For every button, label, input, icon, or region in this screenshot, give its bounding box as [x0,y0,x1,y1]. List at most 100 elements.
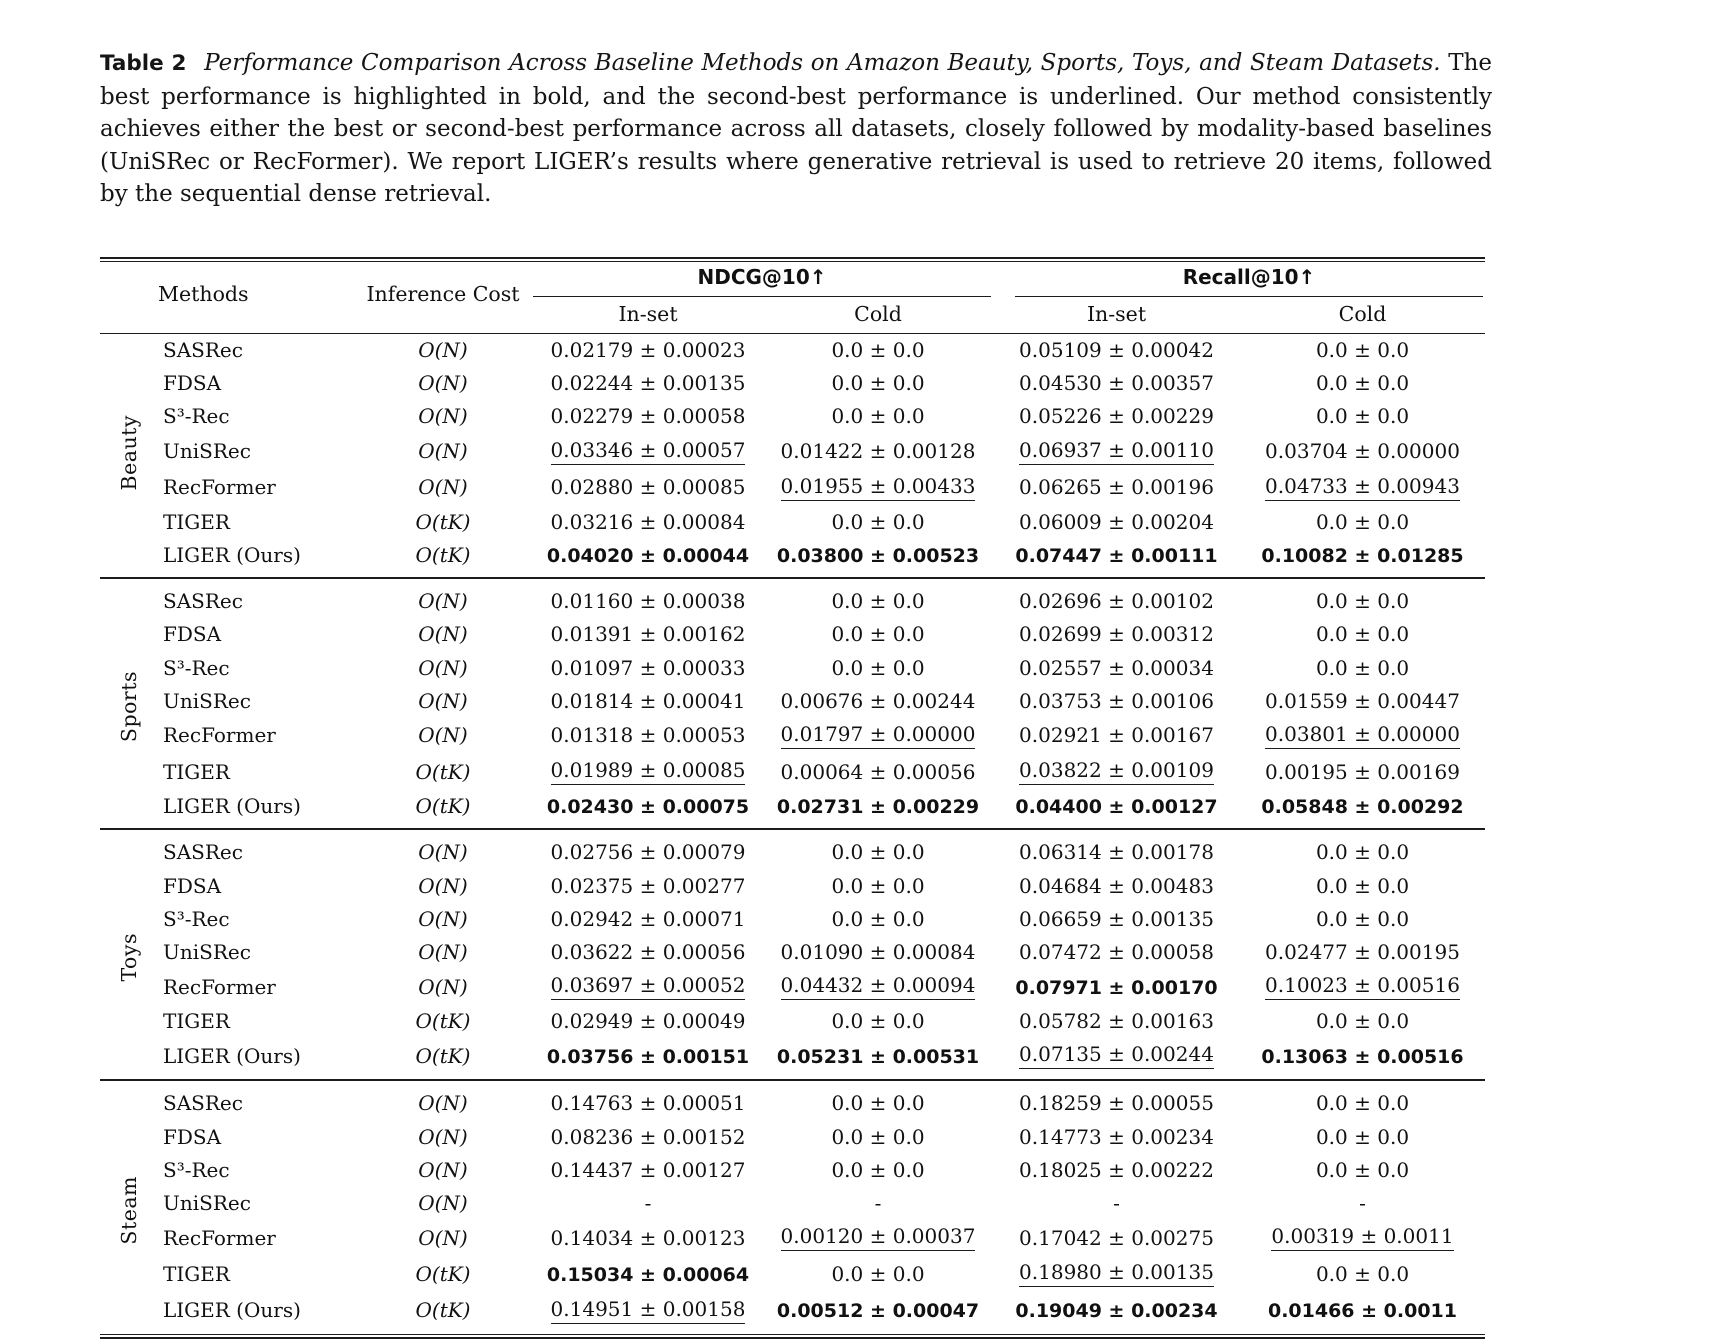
metric-value: 0.14773 ± 0.00234 [1019,1124,1214,1149]
metric-value-cell: 0.02921 ± 0.00167 [993,717,1240,753]
metric-value: 0.03216 ± 0.00084 [550,510,746,535]
metric-value-cell: 0.05231 ± 0.00531 [763,1038,993,1081]
metric-value: 0.0 ± 0.0 [1315,873,1410,898]
ndcg-in-set-column-header: In-set [533,296,763,334]
metric-value-cell: 0.01814 ± 0.00041 [533,684,763,717]
metric-value: 0.03800 ± 0.00523 [776,545,980,568]
metric-value: 0.01989 ± 0.00085 [550,758,746,786]
table-row: RecFormer O(N) 0.14034 ± 0.00123 0.00120 ± … [100,1220,1485,1256]
metric-value: 0.02880 ± 0.00085 [550,475,746,500]
method-cell: LIGER (Ours) [163,1298,301,1323]
metric-value: 0.00512 ± 0.00047 [776,1300,980,1323]
metric-value: 0.02179 ± 0.00023 [550,338,746,363]
metric-value: 0.02731 ± 0.00229 [776,796,980,819]
metric-value-cell: 0.02699 ± 0.00312 [993,618,1240,651]
inference-cost-cell: O(N) [418,873,468,898]
metric-value: 0.0 ± 0.0 [831,840,925,865]
metric-value-cell: 0.0 ± 0.0 [1240,651,1485,684]
table-bottom-rule [100,1336,1485,1339]
metric-value-cell: 0.01160 ± 0.00038 [533,577,763,618]
metric-value-cell: 0.02430 ± 0.00075 [533,790,763,830]
metric-value-cell: 0.04432 ± 0.00094 [763,969,993,1005]
metric-value-cell: 0.07971 ± 0.00170 [993,969,1240,1005]
metric-value-cell: 0.0 ± 0.0 [1240,1079,1485,1121]
metric-value: 0.0 ± 0.0 [1315,1124,1410,1149]
metric-value-cell: 0.02949 ± 0.00049 [533,1005,763,1038]
method-cell: FDSA [163,371,222,396]
table-row: RecFormer O(N) 0.01318 ± 0.00053 0.01797 ± … [100,717,1485,753]
table-row: RecFormer O(N) 0.03697 ± 0.00052 0.04432 ± … [100,969,1485,1005]
metric-value: 0.05231 ± 0.00531 [776,1045,980,1068]
inference-cost-cell: O(tK) [415,543,471,568]
metric-value-cell: 0.04400 ± 0.00127 [993,790,1240,830]
metric-value: 0.04020 ± 0.00044 [546,545,750,568]
metric-value: 0.02477 ± 0.00195 [1265,939,1460,964]
method-cell: SASRec [163,338,243,363]
ndcg-column-group-header: NDCG@10↑ [533,261,993,297]
method-cell: UniSRec [163,688,251,713]
metric-value-cell: 0.14773 ± 0.00234 [993,1120,1240,1153]
method-cell: RecFormer [163,723,276,748]
method-cell: RecFormer [163,475,276,500]
metric-value-cell: 0.00319 ± 0.0011 [1240,1220,1485,1256]
metric-value-cell: 0.02880 ± 0.00085 [533,469,763,505]
metric-value: - [874,1191,882,1216]
metric-value: 0.06265 ± 0.00196 [1019,475,1214,500]
metric-value-cell: 0.0 ± 0.0 [763,400,993,433]
metric-value-cell: 0.13063 ± 0.00516 [1240,1038,1485,1081]
metric-value: 0.04684 ± 0.00483 [1019,873,1214,898]
metric-value-cell: 0.05782 ± 0.00163 [993,1005,1240,1038]
metric-value-cell: 0.03622 ± 0.00056 [533,935,763,968]
metric-value-cell: 0.06659 ± 0.00135 [993,902,1240,935]
inference-cost-cell: O(N) [418,1225,468,1250]
metric-value-cell: 0.14437 ± 0.00127 [533,1153,763,1186]
table-row: Sports SASRec O(N) 0.01160 ± 0.00038 0.0 ± 0… [100,577,1485,830]
method-cell: LIGER (Ours) [163,794,301,819]
metric-value: 0.00064 ± 0.00056 [780,759,976,784]
metric-value-cell: 0.15034 ± 0.00064 [533,1256,763,1292]
metric-value-cell: 0.05226 ± 0.00229 [993,400,1240,433]
metric-value: 0.05109 ± 0.00042 [1019,338,1214,363]
recall-cold-column-header: Cold [1240,296,1485,334]
metric-value: 0.00319 ± 0.0011 [1271,1224,1454,1252]
metric-value: - [1359,1191,1366,1216]
metric-value: 0.13063 ± 0.00516 [1261,1045,1464,1068]
metric-value-cell: 0.01797 ± 0.00000 [763,717,993,753]
table-row: UniSRec O(N) - - - - [100,1186,1485,1219]
metric-value-cell: 0.0 ± 0.0 [1240,1120,1485,1153]
metric-value-cell: 0.02942 ± 0.00071 [533,902,763,935]
metric-value-cell: 0.17042 ± 0.00275 [993,1220,1240,1256]
method-cell: UniSRec [163,439,251,464]
metric-value: 0.0 ± 0.0 [831,873,925,898]
table-row: LIGER (Ours) O(tK) 0.14951 ± 0.00158 0.0051… [100,1292,1485,1334]
metric-value-cell: 0.01391 ± 0.00162 [533,618,763,651]
metric-value: 0.02942 ± 0.00071 [550,906,746,931]
metric-value-cell: 0.18980 ± 0.00135 [993,1256,1240,1292]
table-row: S³-Rec O(N) 0.14437 ± 0.00127 0.0 ± 0.0 0.18… [100,1153,1485,1186]
metric-value-cell: 0.0 ± 0.0 [1240,1005,1485,1038]
metric-value: 0.01160 ± 0.00038 [550,589,746,614]
results-table: Methods Inference Cost NDCG@10↑ Recall@1… [100,260,1485,1335]
metric-value: 0.14763 ± 0.00051 [550,1091,746,1116]
metric-value: 0.15034 ± 0.00064 [546,1263,750,1286]
metric-value-cell: 0.04020 ± 0.00044 [533,539,763,579]
metric-value-cell: 0.05848 ± 0.00292 [1240,790,1485,830]
header-row-metric-groups: Methods Inference Cost NDCG@10↑ Recall@1… [100,261,1485,334]
metric-value-cell: 0.0 ± 0.0 [1240,367,1485,400]
inference-cost-cell: O(N) [418,1191,468,1216]
metric-value: 0.17042 ± 0.00275 [1019,1225,1214,1250]
dataset-group-label-beauty: Beauty [117,415,141,491]
table-row: Steam SASRec O(N) 0.14763 ± 0.00051 0.0 ± 0.… [100,1079,1485,1335]
recall-in-set-column-header: In-set [993,296,1240,334]
metric-value: 0.0 ± 0.0 [1315,338,1410,363]
metric-value-cell: 0.04530 ± 0.00357 [993,367,1240,400]
metric-value-cell: 0.06314 ± 0.00178 [993,828,1240,869]
dataset-group-label-toys: Toys [117,933,141,982]
ndcg-cold-column-header: Cold [763,296,993,334]
group-column-header [100,261,158,334]
table-row: LIGER (Ours) O(tK) 0.04020 ± 0.00044 0.0380… [100,539,1485,579]
metric-value: - [644,1191,652,1216]
inference-cost-cell: O(tK) [415,1261,471,1286]
metric-value: 0.03346 ± 0.00057 [550,438,746,465]
methods-column-header: Methods [158,261,353,334]
